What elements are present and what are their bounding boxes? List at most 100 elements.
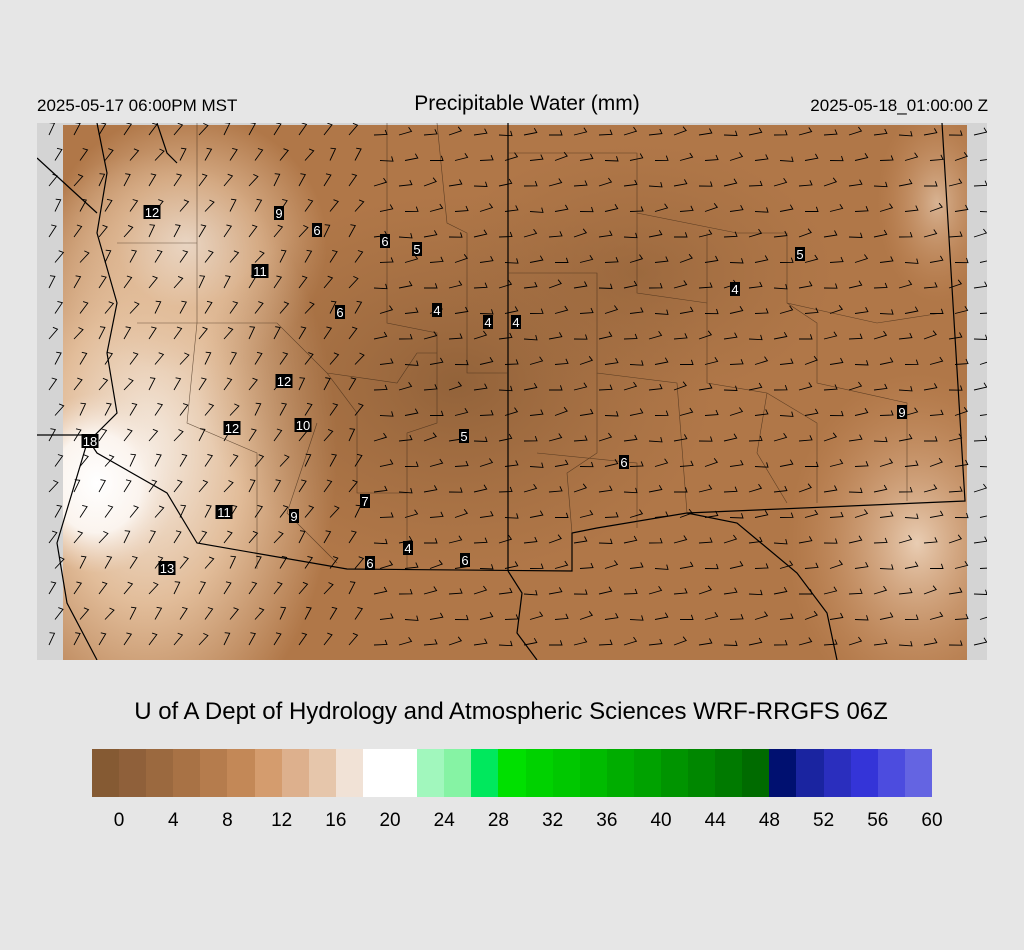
- wind-barb: [523, 536, 538, 544]
- wind-barb: [279, 148, 289, 161]
- wind-barb: [754, 207, 769, 213]
- wind-barb: [698, 282, 713, 289]
- wind-barb: [723, 587, 738, 595]
- wind-barb: [523, 589, 538, 596]
- wind-barb: [598, 586, 613, 595]
- wind-barb: [798, 180, 813, 187]
- wind-barb: [648, 331, 663, 340]
- wind-barb: [354, 147, 362, 161]
- wind-barb: [979, 312, 987, 314]
- wind-barb: [498, 231, 513, 238]
- wind-barb: [773, 230, 788, 238]
- wind-barb: [754, 409, 769, 416]
- wind-barb: [48, 581, 57, 595]
- station-value-label: 13: [160, 561, 174, 576]
- wind-barb: [973, 228, 987, 238]
- wind-barb: [424, 538, 438, 544]
- colorbar-swatch: [146, 749, 174, 797]
- wind-barb: [329, 453, 337, 467]
- wind-barb: [773, 384, 788, 391]
- colorbar-swatch: [850, 749, 878, 797]
- wind-barb: [54, 403, 65, 416]
- wind-barb: [554, 613, 569, 620]
- colorbar-swatch: [471, 749, 499, 797]
- wind-barb: [398, 333, 413, 340]
- wind-barb: [674, 487, 688, 493]
- wind-barb: [273, 531, 284, 544]
- wind-barb: [823, 639, 838, 646]
- wind-barb: [123, 224, 134, 238]
- wind-barb: [873, 128, 888, 136]
- wind-barb: [348, 173, 358, 187]
- wind-barb: [805, 206, 819, 212]
- wind-barb: [123, 581, 134, 595]
- station-value: 5: [795, 247, 805, 262]
- wind-barb: [754, 462, 769, 468]
- wind-barb: [654, 256, 669, 263]
- wind-barb: [323, 530, 332, 544]
- wind-barb: [698, 537, 713, 544]
- wind-barb: [123, 479, 132, 493]
- wind-barb: [573, 228, 588, 238]
- wind-barb: [73, 530, 84, 544]
- wind-barb: [879, 612, 894, 620]
- wind-barb: [948, 332, 963, 340]
- station-value-label: 6: [313, 223, 320, 238]
- wind-barb: [554, 406, 568, 416]
- colorbar-tick-label: 16: [325, 810, 347, 831]
- wind-barb: [123, 275, 133, 289]
- station-value-label: 5: [460, 429, 467, 444]
- wind-barb: [679, 152, 694, 161]
- wind-barb: [323, 479, 333, 493]
- wind-barb: [148, 377, 156, 391]
- wind-barb: [654, 511, 669, 518]
- wind-barb: [723, 130, 738, 136]
- wind-barb: [573, 637, 588, 646]
- wind-barb: [404, 562, 419, 569]
- wind-barb: [548, 534, 562, 544]
- station-value: 9: [274, 206, 284, 221]
- wind-barb: [504, 513, 519, 519]
- wind-barb: [304, 606, 312, 620]
- station-value-label: 4: [484, 315, 491, 330]
- wind-barb: [904, 614, 919, 620]
- colorbar-swatch: [769, 749, 797, 797]
- station-value: 4: [403, 541, 413, 556]
- wind-barb: [354, 250, 364, 263]
- colorbar-swatch: [552, 749, 580, 797]
- wind-barb: [798, 536, 813, 544]
- wind-barb: [198, 173, 208, 187]
- wind-barb: [679, 205, 694, 212]
- wind-barb: [173, 224, 181, 238]
- valid-time-utc: 2025-05-18_01:00:00 Z: [810, 96, 988, 115]
- wind-barb: [154, 249, 163, 263]
- wind-barb: [198, 275, 206, 289]
- wind-barb: [379, 204, 394, 212]
- wind-barb: [223, 581, 232, 595]
- wind-barb: [198, 123, 209, 136]
- wind-barb: [98, 173, 106, 187]
- wind-barb: [254, 454, 265, 467]
- station-value: 9: [289, 509, 299, 524]
- wind-barb: [354, 403, 364, 416]
- wind-barb: [229, 301, 239, 314]
- wind-barb: [773, 331, 788, 340]
- wind-barb: [473, 638, 488, 646]
- wind-barb: [804, 355, 818, 365]
- wind-barb: [798, 382, 813, 391]
- wind-barb: [348, 224, 356, 238]
- wind-barb: [148, 428, 159, 442]
- wind-barb: [555, 512, 569, 518]
- wind-barb: [954, 257, 969, 264]
- wind-barb: [179, 147, 187, 161]
- wind-barb: [829, 511, 844, 518]
- wind-barb: [879, 203, 894, 212]
- wind-barb: [79, 607, 90, 620]
- wind-barb: [204, 556, 215, 569]
- moisture-field: [37, 123, 987, 660]
- wind-barb: [748, 536, 763, 544]
- wind-barb: [148, 275, 158, 289]
- wind-barb: [623, 636, 638, 646]
- wind-barb: [823, 230, 838, 238]
- wind-barb: [223, 173, 234, 187]
